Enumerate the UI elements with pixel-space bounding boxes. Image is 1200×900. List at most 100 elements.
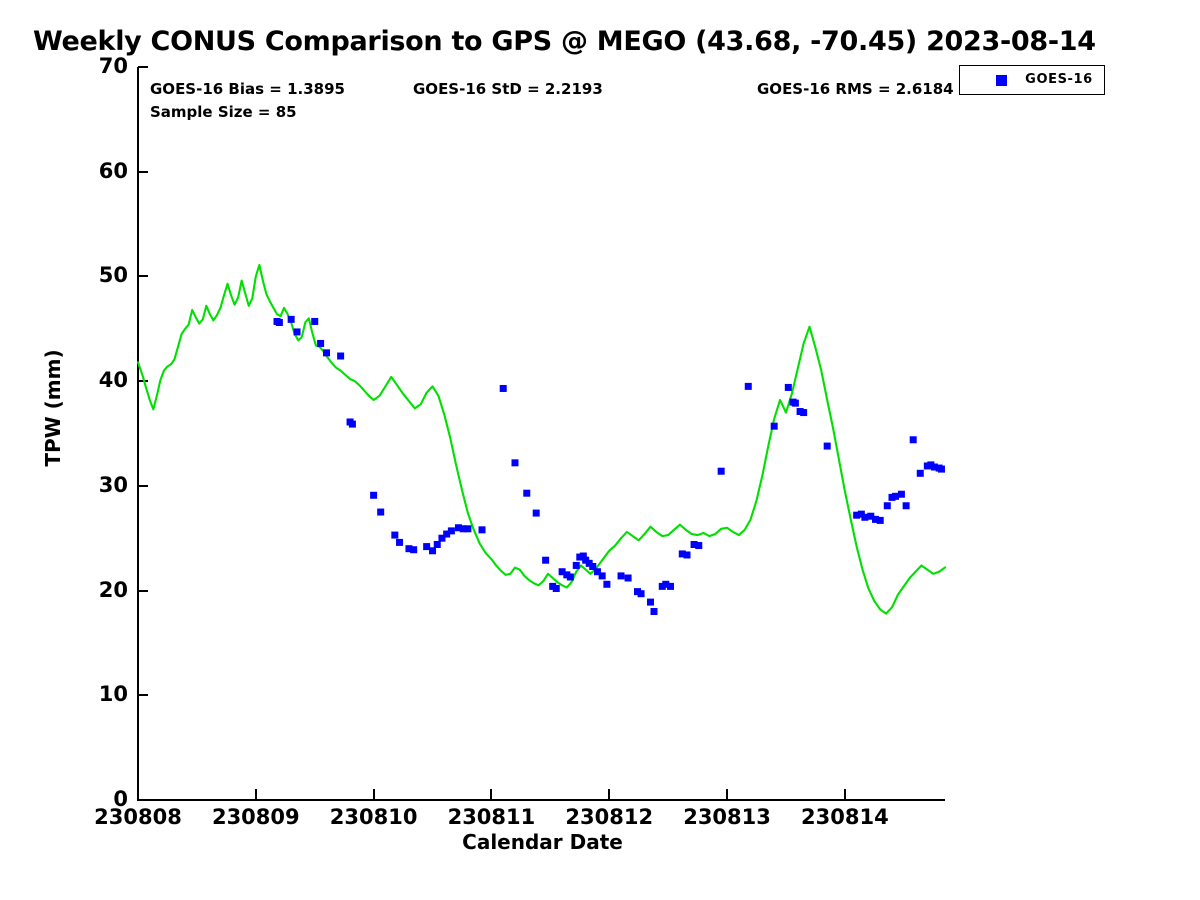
data-point-marker — [617, 572, 625, 580]
data-canvas — [136, 263, 947, 616]
data-point-marker — [433, 541, 441, 548]
data-point-marker — [459, 525, 467, 533]
data-point-marker — [443, 530, 451, 538]
data-point-marker — [876, 516, 884, 524]
y-tick-label: 10 — [98, 682, 128, 707]
data-point-marker — [348, 420, 356, 428]
data-point-marker — [902, 502, 910, 510]
y-tick-mark — [138, 170, 148, 173]
legend-label-goes16: GOES-16 — [1025, 72, 1093, 87]
x-tick-label: 230812 — [565, 805, 654, 829]
x-tick-label: 230809 — [211, 805, 300, 829]
data-point-marker — [658, 582, 666, 590]
y-tick-mark — [138, 799, 148, 801]
data-point-marker — [871, 515, 879, 523]
data-point-marker — [624, 574, 632, 582]
data-point-marker — [598, 572, 606, 580]
data-point-marker — [287, 315, 295, 323]
x-tick-mark — [137, 789, 139, 800]
data-point-marker — [293, 328, 301, 336]
stat-rms: GOES-16 RMS = 2.6184 — [757, 80, 954, 98]
data-point-marker — [566, 573, 574, 581]
y-tick-mark — [138, 66, 148, 68]
data-point-marker — [683, 551, 691, 559]
data-point-marker — [589, 562, 597, 570]
x-axis-line — [137, 799, 945, 801]
plot-area — [136, 67, 947, 800]
x-tick-mark — [843, 789, 846, 800]
gps-series-line — [136, 263, 947, 615]
data-point-marker — [311, 317, 319, 325]
y-tick-label: 0 — [113, 787, 128, 811]
data-point-marker — [784, 383, 792, 391]
data-point-marker — [377, 508, 385, 516]
data-point-marker — [909, 436, 917, 444]
data-point-marker — [857, 510, 865, 518]
data-point-marker — [317, 339, 325, 347]
x-tick-label: 230810 — [329, 805, 418, 829]
legend-marker-goes16-icon — [996, 75, 1007, 86]
data-point-marker — [791, 399, 799, 407]
data-point-marker — [744, 382, 752, 390]
data-point-marker — [897, 490, 905, 498]
data-point-marker — [370, 491, 378, 499]
data-point-marker — [576, 553, 584, 561]
data-point-marker — [888, 493, 896, 501]
data-point-marker — [717, 467, 725, 475]
data-point-marker — [603, 580, 611, 588]
data-point-marker — [823, 442, 831, 450]
y-tick-label: 60 — [98, 158, 128, 183]
data-point-marker — [867, 512, 875, 520]
data-point-marker — [464, 525, 472, 533]
x-tick-mark — [372, 789, 375, 800]
data-point-marker — [478, 526, 486, 534]
data-point-marker — [678, 550, 686, 558]
data-point-marker — [853, 511, 861, 519]
x-tick-mark — [608, 789, 611, 800]
data-point-marker — [585, 559, 593, 567]
x-tick-label: 230813 — [683, 805, 771, 829]
data-point-marker — [690, 541, 698, 548]
data-point-marker — [637, 590, 645, 598]
stat-sample-size: Sample Size = 85 — [150, 103, 297, 121]
stat-bias: GOES-16 Bias = 1.3895 — [150, 80, 345, 98]
data-point-marker — [662, 580, 670, 588]
data-point-marker — [646, 598, 654, 606]
x-tick-label: 230808 — [94, 805, 182, 829]
data-point-marker — [593, 568, 601, 576]
data-point-marker — [337, 352, 345, 360]
y-tick-label: 40 — [98, 368, 128, 393]
x-tick-label: 230811 — [447, 805, 536, 829]
data-point-marker — [532, 509, 540, 517]
x-tick-mark — [726, 789, 729, 800]
data-point-marker — [892, 492, 900, 500]
y-tick-mark — [138, 380, 148, 383]
data-point-marker — [511, 459, 519, 467]
y-tick-mark — [138, 589, 148, 592]
data-point-marker — [391, 531, 399, 539]
data-point-marker — [552, 584, 560, 592]
data-point-marker — [405, 545, 413, 553]
data-point-marker — [563, 571, 571, 579]
data-point-marker — [861, 513, 869, 521]
data-point-marker — [558, 568, 566, 576]
data-point-marker — [542, 556, 550, 564]
data-point-marker — [499, 384, 507, 392]
data-point-marker — [572, 561, 580, 569]
data-point-marker — [916, 469, 924, 477]
data-point-marker — [582, 556, 590, 564]
y-tick-mark — [138, 484, 148, 487]
data-point-marker — [423, 543, 431, 551]
data-point-marker — [667, 582, 674, 590]
legend: GOES-16 — [959, 65, 1105, 95]
data-point-marker — [650, 608, 658, 616]
x-axis-title: Calendar Date — [462, 830, 623, 854]
data-point-marker — [634, 588, 642, 596]
data-point-marker — [695, 542, 703, 550]
data-point-marker — [429, 547, 437, 555]
y-tick-mark — [138, 694, 148, 697]
y-tick-mark — [138, 275, 148, 278]
data-point-marker — [796, 408, 804, 416]
data-point-marker — [923, 462, 931, 470]
